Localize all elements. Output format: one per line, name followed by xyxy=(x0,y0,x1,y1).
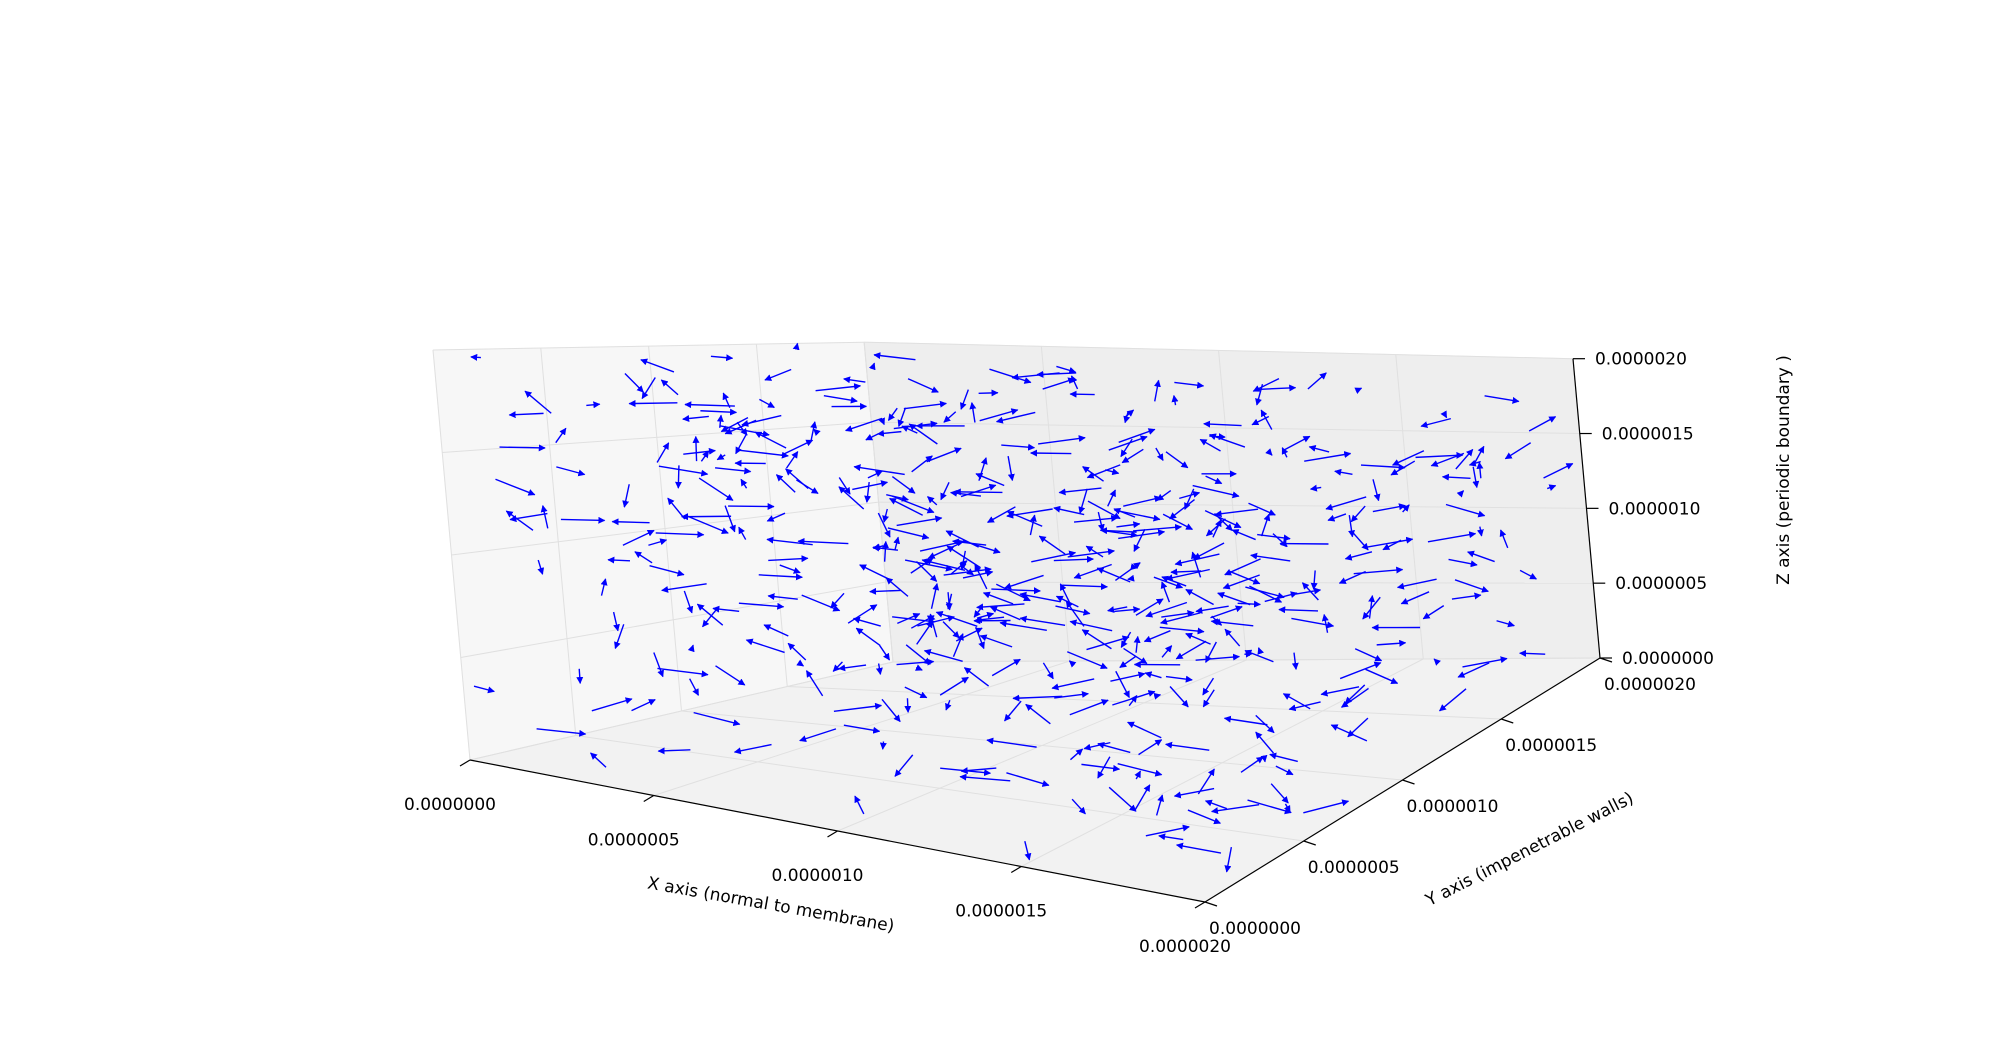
y-tick-label: 0.0000000 xyxy=(1209,919,1301,939)
quiver-arrow xyxy=(1264,756,1265,761)
x-tick-mark xyxy=(1195,902,1205,908)
quiver-arrow xyxy=(1070,394,1095,395)
quiver-arrow xyxy=(955,492,1003,493)
quiver-arrow xyxy=(1244,654,1252,655)
x-tick-label: 0.0000020 xyxy=(1139,937,1231,957)
quiver-arrow xyxy=(696,437,697,462)
quiver-arrow xyxy=(873,363,874,366)
quiver-arrow xyxy=(1031,453,1072,454)
y-tick-label: 0.0000010 xyxy=(1407,797,1499,817)
x-tick-mark xyxy=(1011,867,1021,873)
quiver-arrow xyxy=(883,741,884,749)
z-tick-label: 0.0000000 xyxy=(1622,649,1714,669)
quiver-arrow xyxy=(471,357,481,358)
quiver-arrow xyxy=(979,393,998,394)
x-tick-mark xyxy=(460,760,470,766)
y-tick-mark xyxy=(1501,719,1513,723)
quiver-arrow xyxy=(579,669,580,683)
z-axis-label: Z axis (periodic boundary ) xyxy=(1774,355,1794,585)
y-tick-mark xyxy=(1403,780,1415,784)
x-tick-label: 0.0000000 xyxy=(404,795,496,815)
quiver-arrow xyxy=(629,403,677,404)
x-tick-label: 0.0000015 xyxy=(955,902,1047,922)
y-tick-mark xyxy=(1304,841,1316,845)
y-tick-label: 0.0000020 xyxy=(1604,675,1696,695)
quiver-arrow xyxy=(907,698,908,712)
y-tick-mark xyxy=(1205,902,1217,906)
quiver-arrow xyxy=(1128,578,1133,579)
z-tick-label: 0.0000005 xyxy=(1615,574,1707,594)
y-tick-label: 0.0000005 xyxy=(1308,858,1400,878)
z-tick-label: 0.0000015 xyxy=(1602,425,1694,445)
x-tick-label: 0.0000005 xyxy=(588,831,680,851)
quiver-arrow xyxy=(797,343,798,347)
z-tick-label: 0.0000010 xyxy=(1608,499,1700,519)
quiver-arrow xyxy=(728,506,774,507)
z-tick-label: 0.0000020 xyxy=(1595,350,1687,370)
x-tick-mark xyxy=(644,796,654,802)
x-tick-label: 0.0000010 xyxy=(772,866,864,886)
quiver-arrow xyxy=(814,429,815,430)
quiver-arrow xyxy=(499,447,545,448)
x-tick-mark xyxy=(828,831,838,837)
axes-panes xyxy=(433,342,1600,902)
y-tick-label: 0.0000015 xyxy=(1505,736,1597,756)
